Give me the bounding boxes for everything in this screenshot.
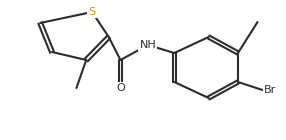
Text: O: O: [116, 83, 125, 93]
Text: NH: NH: [140, 40, 156, 50]
Text: Br: Br: [264, 85, 276, 95]
Text: S: S: [89, 7, 96, 17]
